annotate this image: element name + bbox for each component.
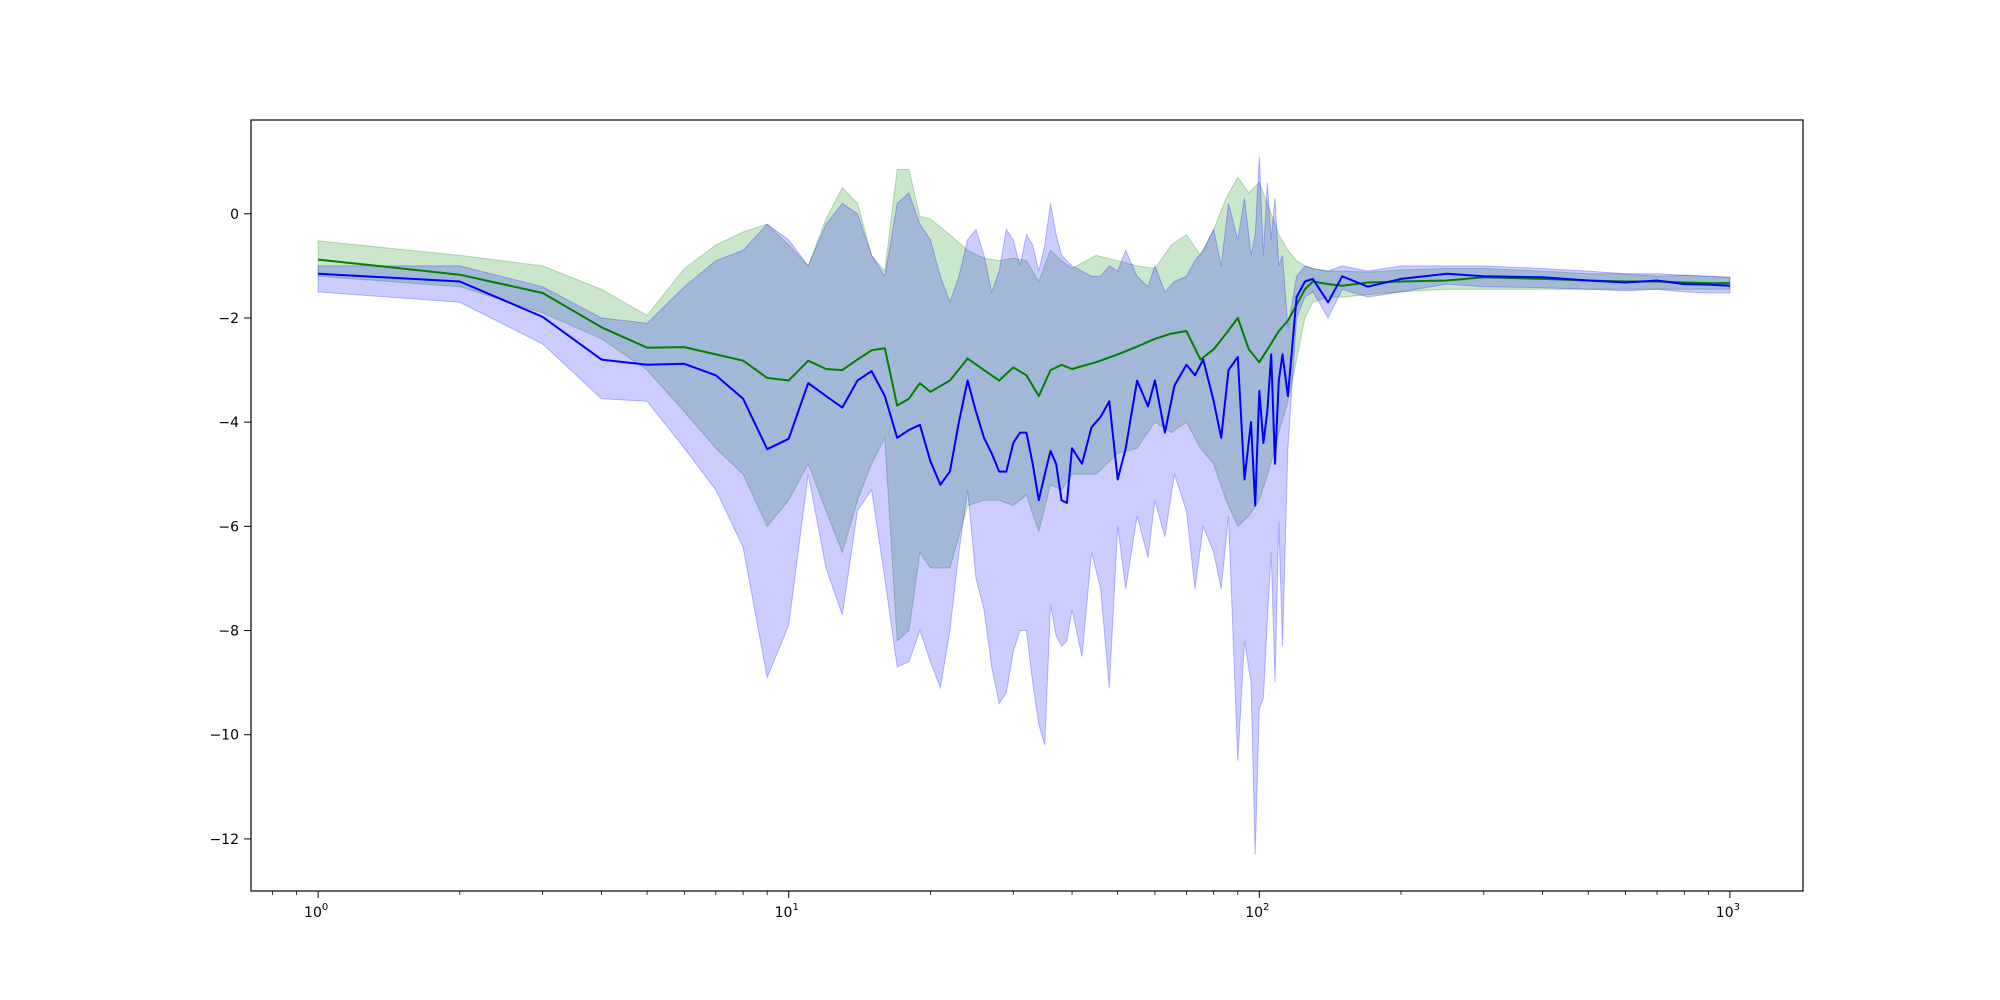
series-2-line	[318, 272, 1730, 507]
y-tick-label: 0	[230, 207, 239, 223]
confidence-bands	[317, 156, 1731, 855]
y-tick-label: −4	[218, 415, 239, 431]
y-axis: 0 −2 −4 −6 −8 −10 −12	[209, 207, 251, 848]
y-tick-label: −2	[218, 311, 239, 327]
y-tick-label: −12	[209, 832, 239, 848]
series-2-band	[317, 156, 1731, 855]
y-tick-label: −10	[209, 728, 239, 744]
y-tick-label: −6	[218, 519, 239, 535]
series-lines	[317, 258, 1730, 507]
plot-frame	[250, 119, 1804, 892]
series-1-band	[317, 169, 1731, 642]
series-1-line	[317, 258, 1730, 407]
y-tick-label: −8	[218, 624, 239, 640]
